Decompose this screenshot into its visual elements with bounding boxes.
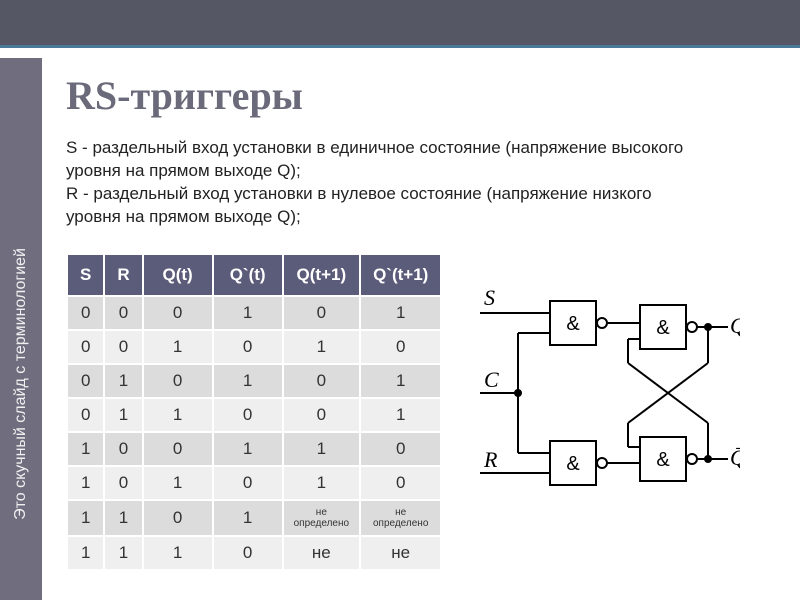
- sidebar: Это скучный слайд с терминологией: [0, 58, 42, 600]
- svg-text:&: &: [567, 313, 581, 335]
- table-cell: не: [360, 536, 441, 570]
- col-header: Q`(t+1): [360, 254, 441, 296]
- table-cell: 1: [104, 536, 142, 570]
- table-cell: 1: [67, 466, 104, 500]
- table-cell: 0: [104, 432, 142, 466]
- table-cell: неопределено: [360, 500, 441, 536]
- table-cell: 1: [360, 398, 441, 432]
- table-cell: 1: [213, 296, 283, 330]
- table-cell: 1: [67, 432, 104, 466]
- table-cell: 0: [360, 432, 441, 466]
- table-cell: 0: [360, 466, 441, 500]
- table-cell: 0: [67, 296, 104, 330]
- table-cell: 0: [283, 398, 360, 432]
- table-cell: 1: [283, 330, 360, 364]
- table-cell: 0: [104, 296, 142, 330]
- table-cell: 0: [360, 330, 441, 364]
- table-cell: 1: [67, 500, 104, 536]
- table-row: 001010: [67, 330, 441, 364]
- col-header: Q(t+1): [283, 254, 360, 296]
- svg-text:&: &: [657, 317, 671, 339]
- table-cell: не: [283, 536, 360, 570]
- svg-text:&: &: [567, 453, 581, 475]
- col-header: Q`(t): [213, 254, 283, 296]
- table-cell: 0: [143, 500, 213, 536]
- table-cell: 0: [104, 330, 142, 364]
- table-cell: 1: [143, 330, 213, 364]
- table-cell: 0: [213, 330, 283, 364]
- input-s-label: S: [484, 285, 495, 310]
- table-cell: 0: [67, 398, 104, 432]
- table-cell: 1: [67, 536, 104, 570]
- table-row: 1101неопределенонеопределено: [67, 500, 441, 536]
- table-cell: 0: [213, 398, 283, 432]
- output-q-label: Q: [730, 313, 740, 338]
- table-cell: 0: [143, 296, 213, 330]
- sidebar-label: Это скучный слайд с терминологией: [12, 248, 30, 520]
- content: RS-триггеры S - раздельный вход установк…: [66, 72, 786, 571]
- page-title: RS-триггеры: [66, 72, 786, 119]
- table-row: 011001: [67, 398, 441, 432]
- table-row: 100110: [67, 432, 441, 466]
- output-qbar-label: Q̄: [730, 445, 740, 470]
- description: S - раздельный вход установки в единично…: [66, 137, 706, 229]
- table-cell: 1: [283, 432, 360, 466]
- table-cell: 0: [213, 536, 283, 570]
- table-cell: 0: [143, 432, 213, 466]
- truth-table: SRQ(t)Q`(t)Q(t+1)Q`(t+1) 000101001010010…: [66, 253, 442, 571]
- svg-text:&: &: [657, 449, 671, 471]
- col-header: R: [104, 254, 142, 296]
- col-header: S: [67, 254, 104, 296]
- table-cell: 1: [143, 536, 213, 570]
- table-cell: 1: [104, 364, 142, 398]
- table-cell: 0: [143, 364, 213, 398]
- table-cell: 1: [104, 500, 142, 536]
- col-header: Q(t): [143, 254, 213, 296]
- main-row: SRQ(t)Q`(t)Q(t+1)Q`(t+1) 000101001010010…: [66, 253, 786, 571]
- table-row: 000101: [67, 296, 441, 330]
- table-cell: 1: [213, 364, 283, 398]
- table-cell: 0: [104, 466, 142, 500]
- table-row: 1110нене: [67, 536, 441, 570]
- top-bar: [0, 0, 800, 48]
- table-cell: 0: [283, 364, 360, 398]
- table-cell: 0: [213, 466, 283, 500]
- table-cell: 1: [104, 398, 142, 432]
- table-row: 010101: [67, 364, 441, 398]
- table-cell: 1: [213, 432, 283, 466]
- table-cell: 1: [143, 466, 213, 500]
- table-row: 101010: [67, 466, 441, 500]
- table-cell: неопределено: [283, 500, 360, 536]
- circuit-diagram: S C R Q Q̄ & & & &: [480, 283, 740, 508]
- table-cell: 1: [360, 364, 441, 398]
- input-c-label: C: [484, 367, 499, 392]
- input-r-label: R: [483, 447, 498, 472]
- table-cell: 0: [283, 296, 360, 330]
- table-cell: 1: [283, 466, 360, 500]
- table-cell: 0: [67, 364, 104, 398]
- table-cell: 1: [143, 398, 213, 432]
- table-cell: 1: [213, 500, 283, 536]
- table-cell: 0: [67, 330, 104, 364]
- table-cell: 1: [360, 296, 441, 330]
